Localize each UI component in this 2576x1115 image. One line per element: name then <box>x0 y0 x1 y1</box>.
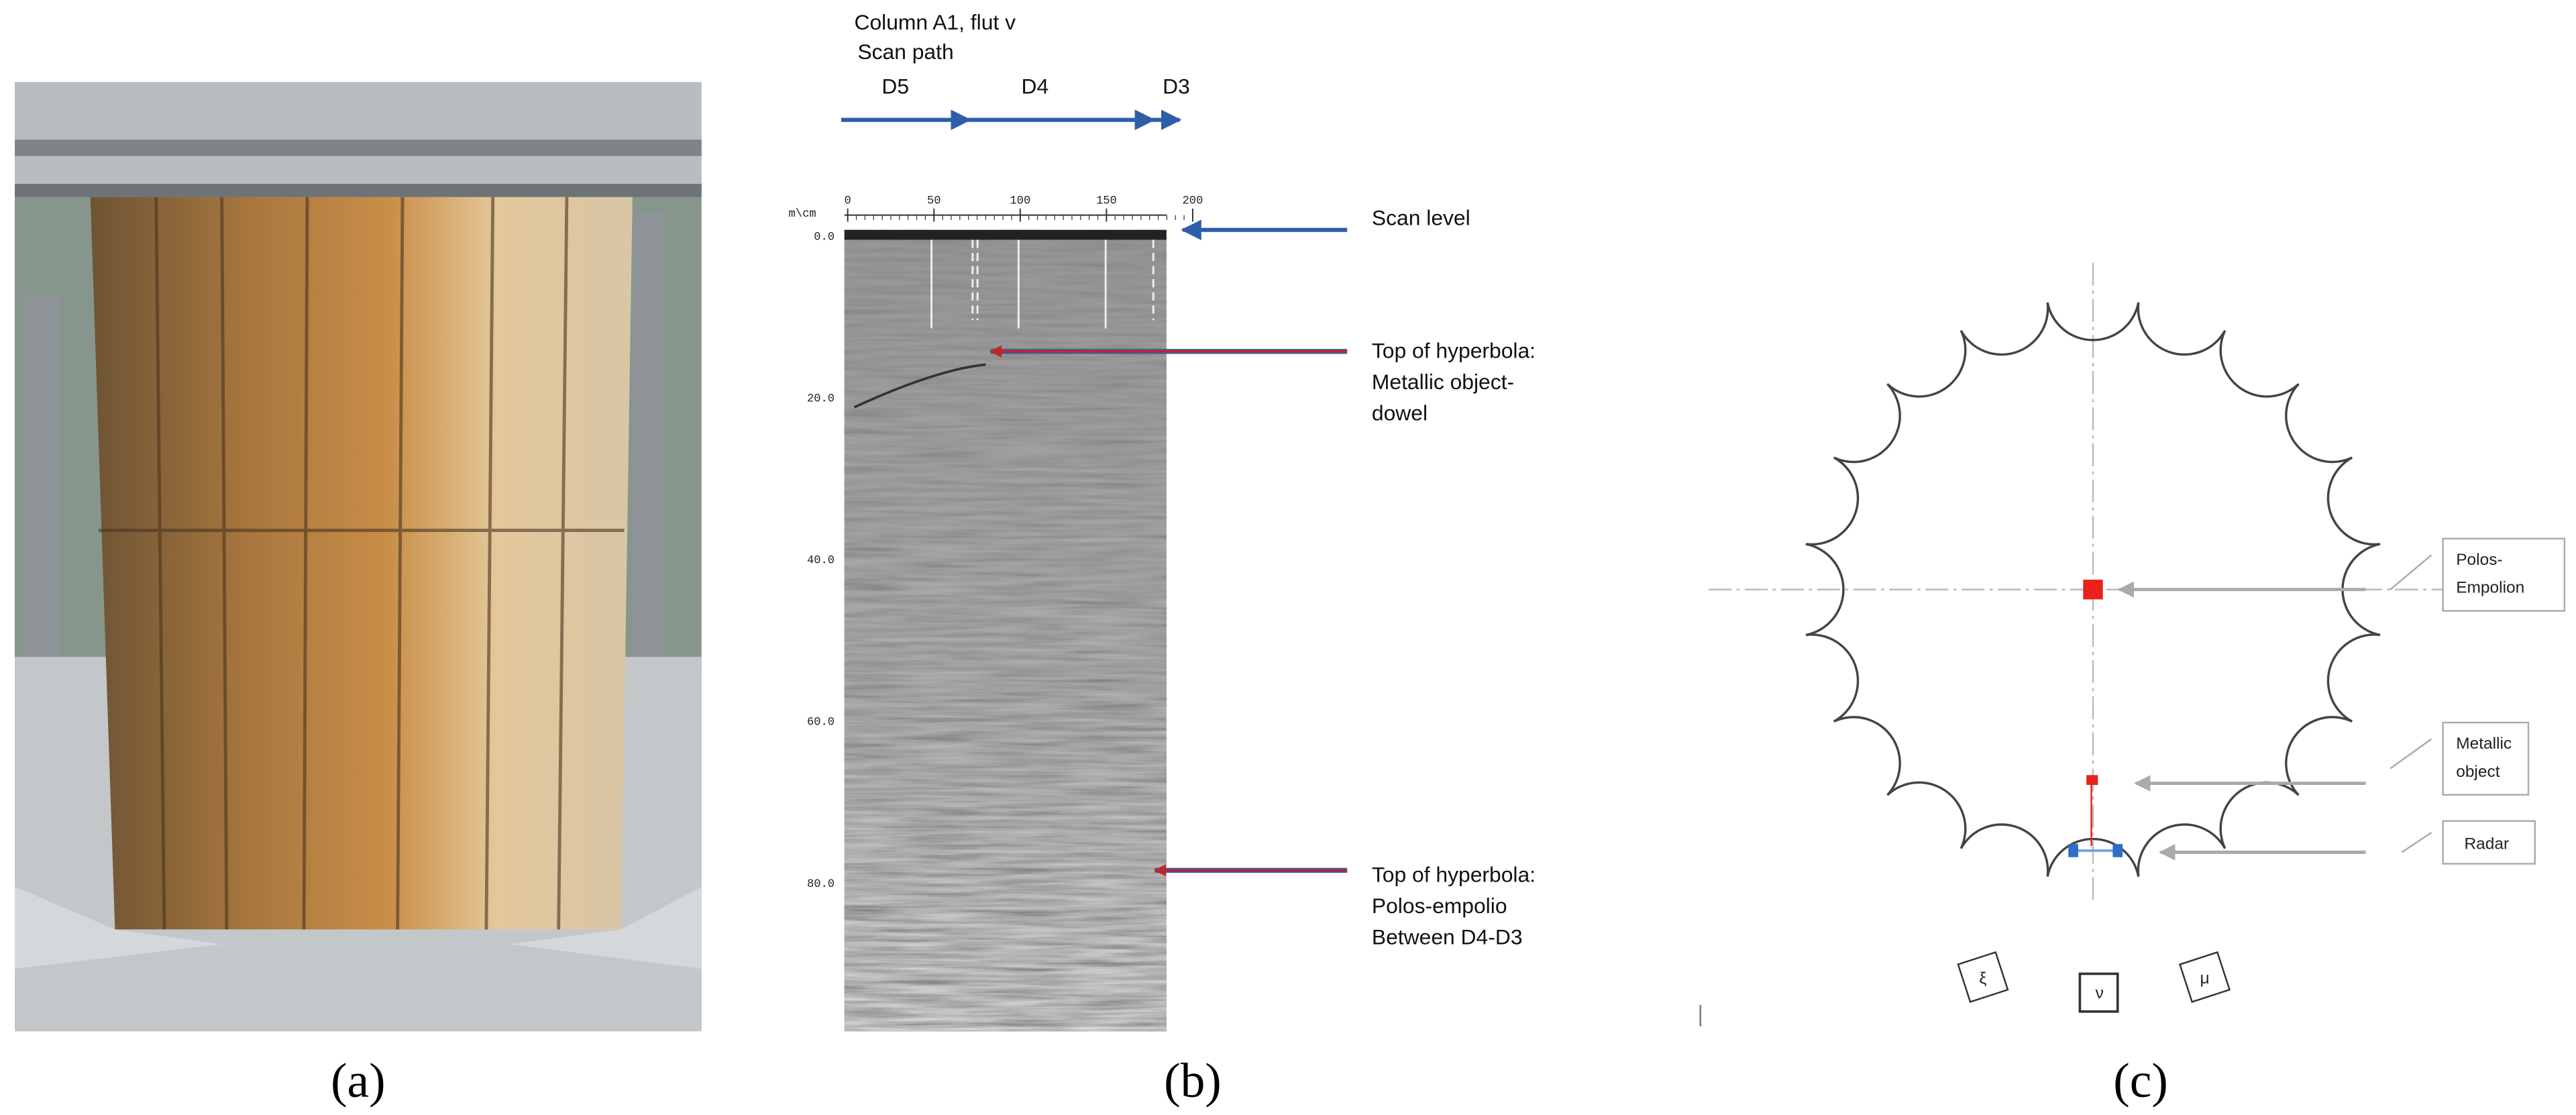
photo <box>15 82 702 1032</box>
y-tick-label: 0.0 <box>814 231 835 244</box>
x-tick-label: 150 <box>1096 195 1117 208</box>
flute-letter: μ <box>2200 969 2209 988</box>
y-tick-label: 80.0 <box>807 878 835 891</box>
caption-line: Column A1, flut v <box>854 10 1016 34</box>
annotation: Polos-empolio <box>1372 894 1507 918</box>
segment-label: D3 <box>1163 74 1190 99</box>
flute-letter: ν <box>2096 984 2104 1002</box>
callout-label: Metallic <box>2456 735 2512 753</box>
y-tick-label: 40.0 <box>807 555 835 568</box>
x-tick-label: 200 <box>1183 195 1203 208</box>
y-tick-label: 20.0 <box>807 392 835 405</box>
x-tick-label: 0 <box>845 195 851 208</box>
caption-line: Scan path <box>857 40 953 64</box>
callout-label: object <box>2456 763 2500 781</box>
radargram-shade <box>844 229 1167 1032</box>
panel-label: (b) <box>1164 1053 1222 1108</box>
metal-marker <box>2086 775 2098 786</box>
callout-label: Radar <box>2464 835 2509 853</box>
x-tick-label: 50 <box>927 195 941 208</box>
callout-label: Polos- <box>2456 551 2502 569</box>
panel-label: (c) <box>2113 1053 2168 1108</box>
y-tick-label: 60.0 <box>807 716 835 729</box>
segment-label: D4 <box>1022 74 1049 99</box>
x-tick-label: 100 <box>1010 195 1030 208</box>
annotation: dowel <box>1372 401 1428 425</box>
axis-unit: m\cm <box>789 208 816 221</box>
annotation: Scan level <box>1372 205 1470 229</box>
column-section <box>1805 302 2381 877</box>
annotation: Top of hyperbola: <box>1372 862 1536 886</box>
segment-label: D5 <box>881 74 909 99</box>
annotation: Metallic object- <box>1372 370 1514 394</box>
callout-label: Empolion <box>2456 579 2524 597</box>
annotation: Top of hyperbola: <box>1372 339 1536 363</box>
flute-letter: ξ <box>1979 969 1986 988</box>
panel-label: (a) <box>331 1053 386 1108</box>
annotation: Between D4-D3 <box>1372 924 1523 949</box>
polos-marker <box>2083 580 2103 600</box>
